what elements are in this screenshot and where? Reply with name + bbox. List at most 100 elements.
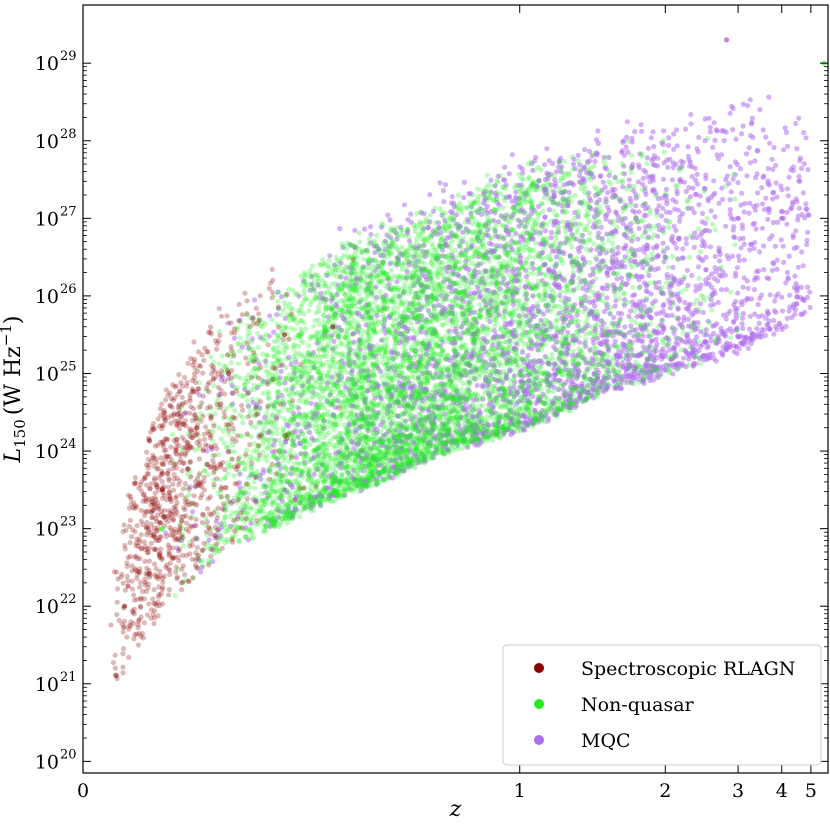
data-point bbox=[738, 340, 744, 346]
data-point bbox=[721, 312, 727, 318]
data-point bbox=[744, 278, 751, 284]
data-point bbox=[688, 121, 694, 127]
data-point bbox=[772, 243, 778, 249]
data-point bbox=[779, 294, 785, 300]
data-point bbox=[574, 374, 580, 381]
data-point bbox=[546, 158, 552, 164]
data-point bbox=[747, 97, 753, 103]
data-point bbox=[636, 162, 642, 168]
data-point bbox=[469, 204, 475, 210]
data-point bbox=[799, 249, 805, 255]
data-point bbox=[578, 232, 585, 238]
data-point bbox=[667, 347, 673, 353]
data-point bbox=[760, 174, 766, 180]
data-point bbox=[667, 209, 673, 215]
data-point bbox=[643, 169, 649, 175]
data-point bbox=[387, 474, 393, 480]
data-point bbox=[285, 407, 291, 413]
data-point bbox=[620, 139, 626, 145]
data-point bbox=[700, 210, 706, 216]
data-point bbox=[669, 362, 675, 368]
data-point bbox=[759, 313, 765, 319]
data-point bbox=[673, 161, 679, 167]
data-point bbox=[508, 432, 514, 438]
data-point bbox=[612, 303, 618, 309]
data-point bbox=[643, 288, 649, 294]
data-point bbox=[751, 277, 758, 283]
data-point bbox=[468, 209, 474, 215]
data-point bbox=[734, 265, 741, 271]
data-point bbox=[739, 131, 745, 137]
data-point bbox=[595, 140, 602, 146]
data-point bbox=[734, 333, 741, 339]
data-point bbox=[311, 471, 317, 477]
data-point bbox=[680, 362, 686, 368]
data-point bbox=[385, 212, 391, 218]
data-point bbox=[800, 190, 807, 196]
data-point bbox=[767, 140, 773, 146]
data-point bbox=[803, 206, 809, 212]
data-point bbox=[509, 367, 515, 373]
data-point bbox=[765, 178, 771, 184]
data-point bbox=[775, 219, 781, 225]
data-point bbox=[724, 37, 730, 43]
data-point bbox=[626, 177, 632, 183]
data-point bbox=[460, 311, 466, 317]
data-point bbox=[639, 128, 645, 134]
data-point bbox=[763, 134, 769, 140]
data-point bbox=[663, 186, 670, 192]
data-point bbox=[424, 317, 430, 323]
data-point bbox=[686, 308, 693, 314]
data-point bbox=[767, 326, 773, 332]
data-point bbox=[373, 284, 379, 290]
data-point bbox=[610, 320, 617, 326]
data-point bbox=[718, 287, 725, 293]
data-point bbox=[575, 152, 581, 158]
data-point bbox=[803, 201, 809, 207]
data-point bbox=[591, 268, 597, 274]
data-point bbox=[592, 334, 598, 340]
data-point bbox=[694, 146, 700, 152]
data-point bbox=[441, 199, 447, 205]
data-point bbox=[747, 160, 754, 166]
data-point bbox=[751, 245, 757, 252]
data-point bbox=[727, 207, 733, 213]
data-point bbox=[780, 243, 786, 249]
data-point bbox=[628, 323, 634, 329]
data-point bbox=[603, 300, 609, 306]
data-point bbox=[660, 176, 667, 182]
data-point bbox=[802, 309, 808, 315]
data-point bbox=[622, 324, 628, 330]
data-point bbox=[431, 303, 437, 309]
data-point bbox=[559, 323, 566, 329]
data-point bbox=[345, 470, 351, 476]
data-point bbox=[595, 128, 601, 134]
data-point bbox=[786, 253, 792, 259]
data-point bbox=[428, 393, 434, 399]
data-point bbox=[653, 193, 659, 199]
data-point bbox=[650, 129, 656, 135]
data-point bbox=[638, 122, 644, 128]
data-point bbox=[771, 318, 777, 324]
data-point bbox=[670, 197, 676, 203]
data-point bbox=[761, 267, 767, 273]
series-2 bbox=[163, 37, 813, 575]
data-point bbox=[743, 151, 750, 157]
data-point bbox=[718, 325, 724, 331]
data-point bbox=[579, 303, 585, 309]
data-point bbox=[240, 420, 246, 426]
data-point bbox=[358, 487, 364, 493]
data-point bbox=[793, 120, 799, 127]
data-point bbox=[760, 201, 766, 207]
data-point bbox=[714, 321, 720, 327]
data-point bbox=[745, 345, 751, 351]
data-point bbox=[714, 128, 720, 134]
data-point bbox=[690, 185, 696, 191]
data-point bbox=[749, 296, 755, 302]
data-point bbox=[731, 216, 737, 222]
data-point bbox=[671, 223, 677, 229]
data-point bbox=[645, 145, 652, 151]
data-point bbox=[688, 111, 694, 118]
data-point bbox=[740, 123, 746, 129]
